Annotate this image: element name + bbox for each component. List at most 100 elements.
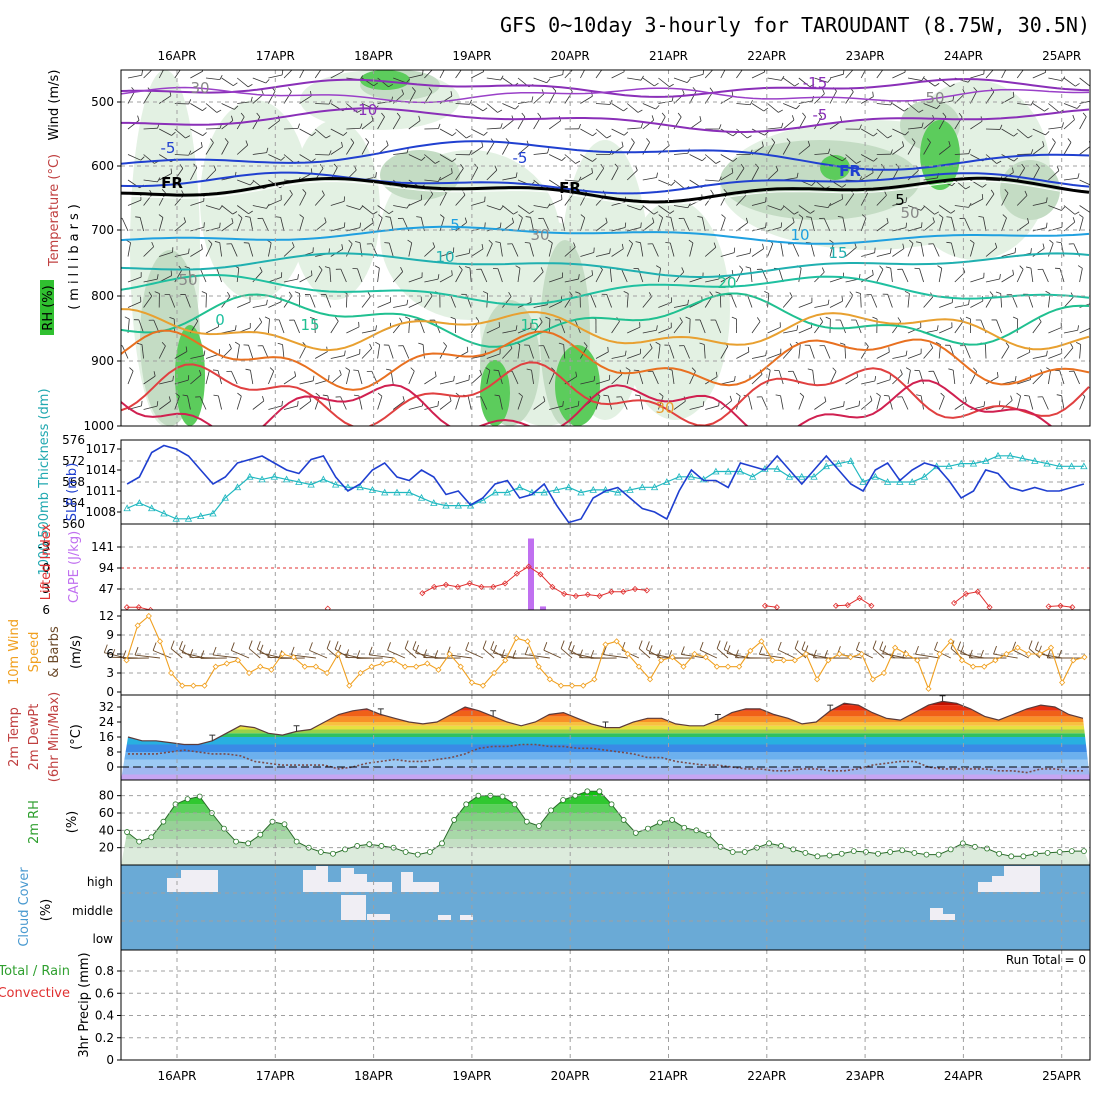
wind-barb [611, 248, 624, 257]
wind-barb [127, 154, 141, 161]
wind-barb-flag [995, 291, 1001, 294]
wind-barb-flag [156, 274, 159, 280]
wind-speed-marker [936, 650, 943, 658]
wind-barb [767, 293, 770, 308]
wind-barb-flag [640, 222, 642, 228]
wind-barb-flag [466, 346, 469, 352]
wind-barb [923, 103, 937, 110]
wind-barb-flag [827, 203, 832, 208]
high-cloud-cell [992, 876, 1004, 892]
wind-barb-flag [623, 107, 628, 112]
wind-barb [985, 179, 1001, 182]
wind-speed-marker [669, 654, 676, 661]
wind-barb-flag [735, 392, 741, 397]
wind-barb [689, 90, 697, 104]
wind-barb [845, 295, 854, 308]
wind-barb [439, 154, 453, 162]
wind-speed-marker [769, 657, 776, 664]
slp-tick: 1017 [85, 442, 116, 456]
wind-barb-flag [1004, 189, 1009, 194]
wind-barb-flag [227, 291, 231, 297]
wind-barb-flag [500, 75, 504, 81]
rh-marker [402, 849, 409, 855]
wind-barb-flag [937, 265, 942, 269]
high-cloud-cell [367, 882, 381, 892]
rh-shade-saturated [555, 345, 600, 426]
wind-barb-flag [388, 210, 394, 214]
wind-barb-flag [887, 135, 893, 139]
wind-barb-flag [1005, 342, 1010, 347]
wind-barb-flag [460, 164, 464, 169]
wind-barb [907, 142, 916, 155]
wind-barb [970, 277, 984, 283]
wind-barb [923, 142, 931, 155]
thickness-marker [601, 486, 610, 493]
cloud-label: Cloud Cover [17, 867, 32, 947]
thickness-marker [430, 499, 438, 506]
precip-label-total: Total / Rain [0, 964, 70, 979]
wind-barb-flag [677, 112, 682, 118]
wind-barb [609, 268, 612, 283]
precip-label-convective: Convective [0, 986, 70, 1001]
wind-barb [531, 370, 534, 385]
wind-barb [798, 268, 802, 283]
wind-barb [314, 128, 327, 139]
wind-barb [861, 154, 874, 162]
wind-barb [293, 319, 300, 334]
wind-barb [876, 103, 891, 106]
wind-barb-flag [483, 131, 488, 136]
wind-barb [1079, 268, 1083, 283]
wind-barb-flag [603, 394, 609, 397]
date-label-top: 24APR [944, 49, 983, 63]
lifted-index-marker [584, 591, 591, 598]
contour-label: -10 [353, 101, 378, 119]
wind-barb-flag [964, 396, 967, 402]
wind-barb-flag [443, 62, 446, 66]
wind-speed-marker [580, 682, 587, 689]
wind-barb [1048, 370, 1052, 385]
wind-barb-flag [679, 317, 683, 323]
wind-barb-flag [1042, 243, 1045, 249]
wind-barb [670, 217, 675, 232]
cloud-level-label: low [93, 932, 114, 946]
wind-barb-flag [688, 239, 694, 244]
wind-barb [1028, 395, 1034, 410]
wind-speed-marker [535, 663, 542, 670]
wind-speed-marker [134, 622, 141, 629]
wind-barb [938, 145, 951, 155]
rh-marker [838, 850, 845, 857]
wind-barb [876, 128, 888, 139]
wind-barb [824, 345, 831, 359]
wind-barb-feather [493, 644, 497, 654]
wind-barb-flag [266, 203, 270, 209]
contour-label: -5 [813, 106, 828, 124]
wind-barb [346, 127, 361, 130]
wind-barb-flag [729, 395, 733, 401]
wind-barb [248, 242, 254, 257]
wind-barb-flag [715, 160, 721, 164]
wind-barb-flag [299, 214, 304, 218]
wind-barb [190, 167, 198, 181]
wind-barb-flag [453, 375, 455, 381]
wind-barb-flag [325, 135, 331, 139]
wind-barb [683, 345, 690, 359]
wind-barb [1048, 77, 1063, 82]
wind-barb-flag [434, 160, 440, 164]
wind-barb [689, 405, 704, 410]
lifted-index-marker [620, 588, 627, 595]
wind-barb-flag [965, 186, 971, 190]
tick-label: 16 [99, 730, 114, 744]
wind-barb [278, 319, 285, 334]
wind-barb [642, 119, 654, 130]
wind-barb-flag [310, 168, 313, 174]
wind-barb [723, 649, 740, 659]
wind-barb-flag [723, 189, 728, 194]
slp-tick: 1014 [85, 463, 116, 477]
high-cloud-cell [354, 874, 367, 892]
wind-barb [268, 370, 275, 385]
rh-marker [124, 829, 130, 835]
rh-marker [717, 843, 724, 850]
wind-barb-flag [479, 369, 482, 375]
